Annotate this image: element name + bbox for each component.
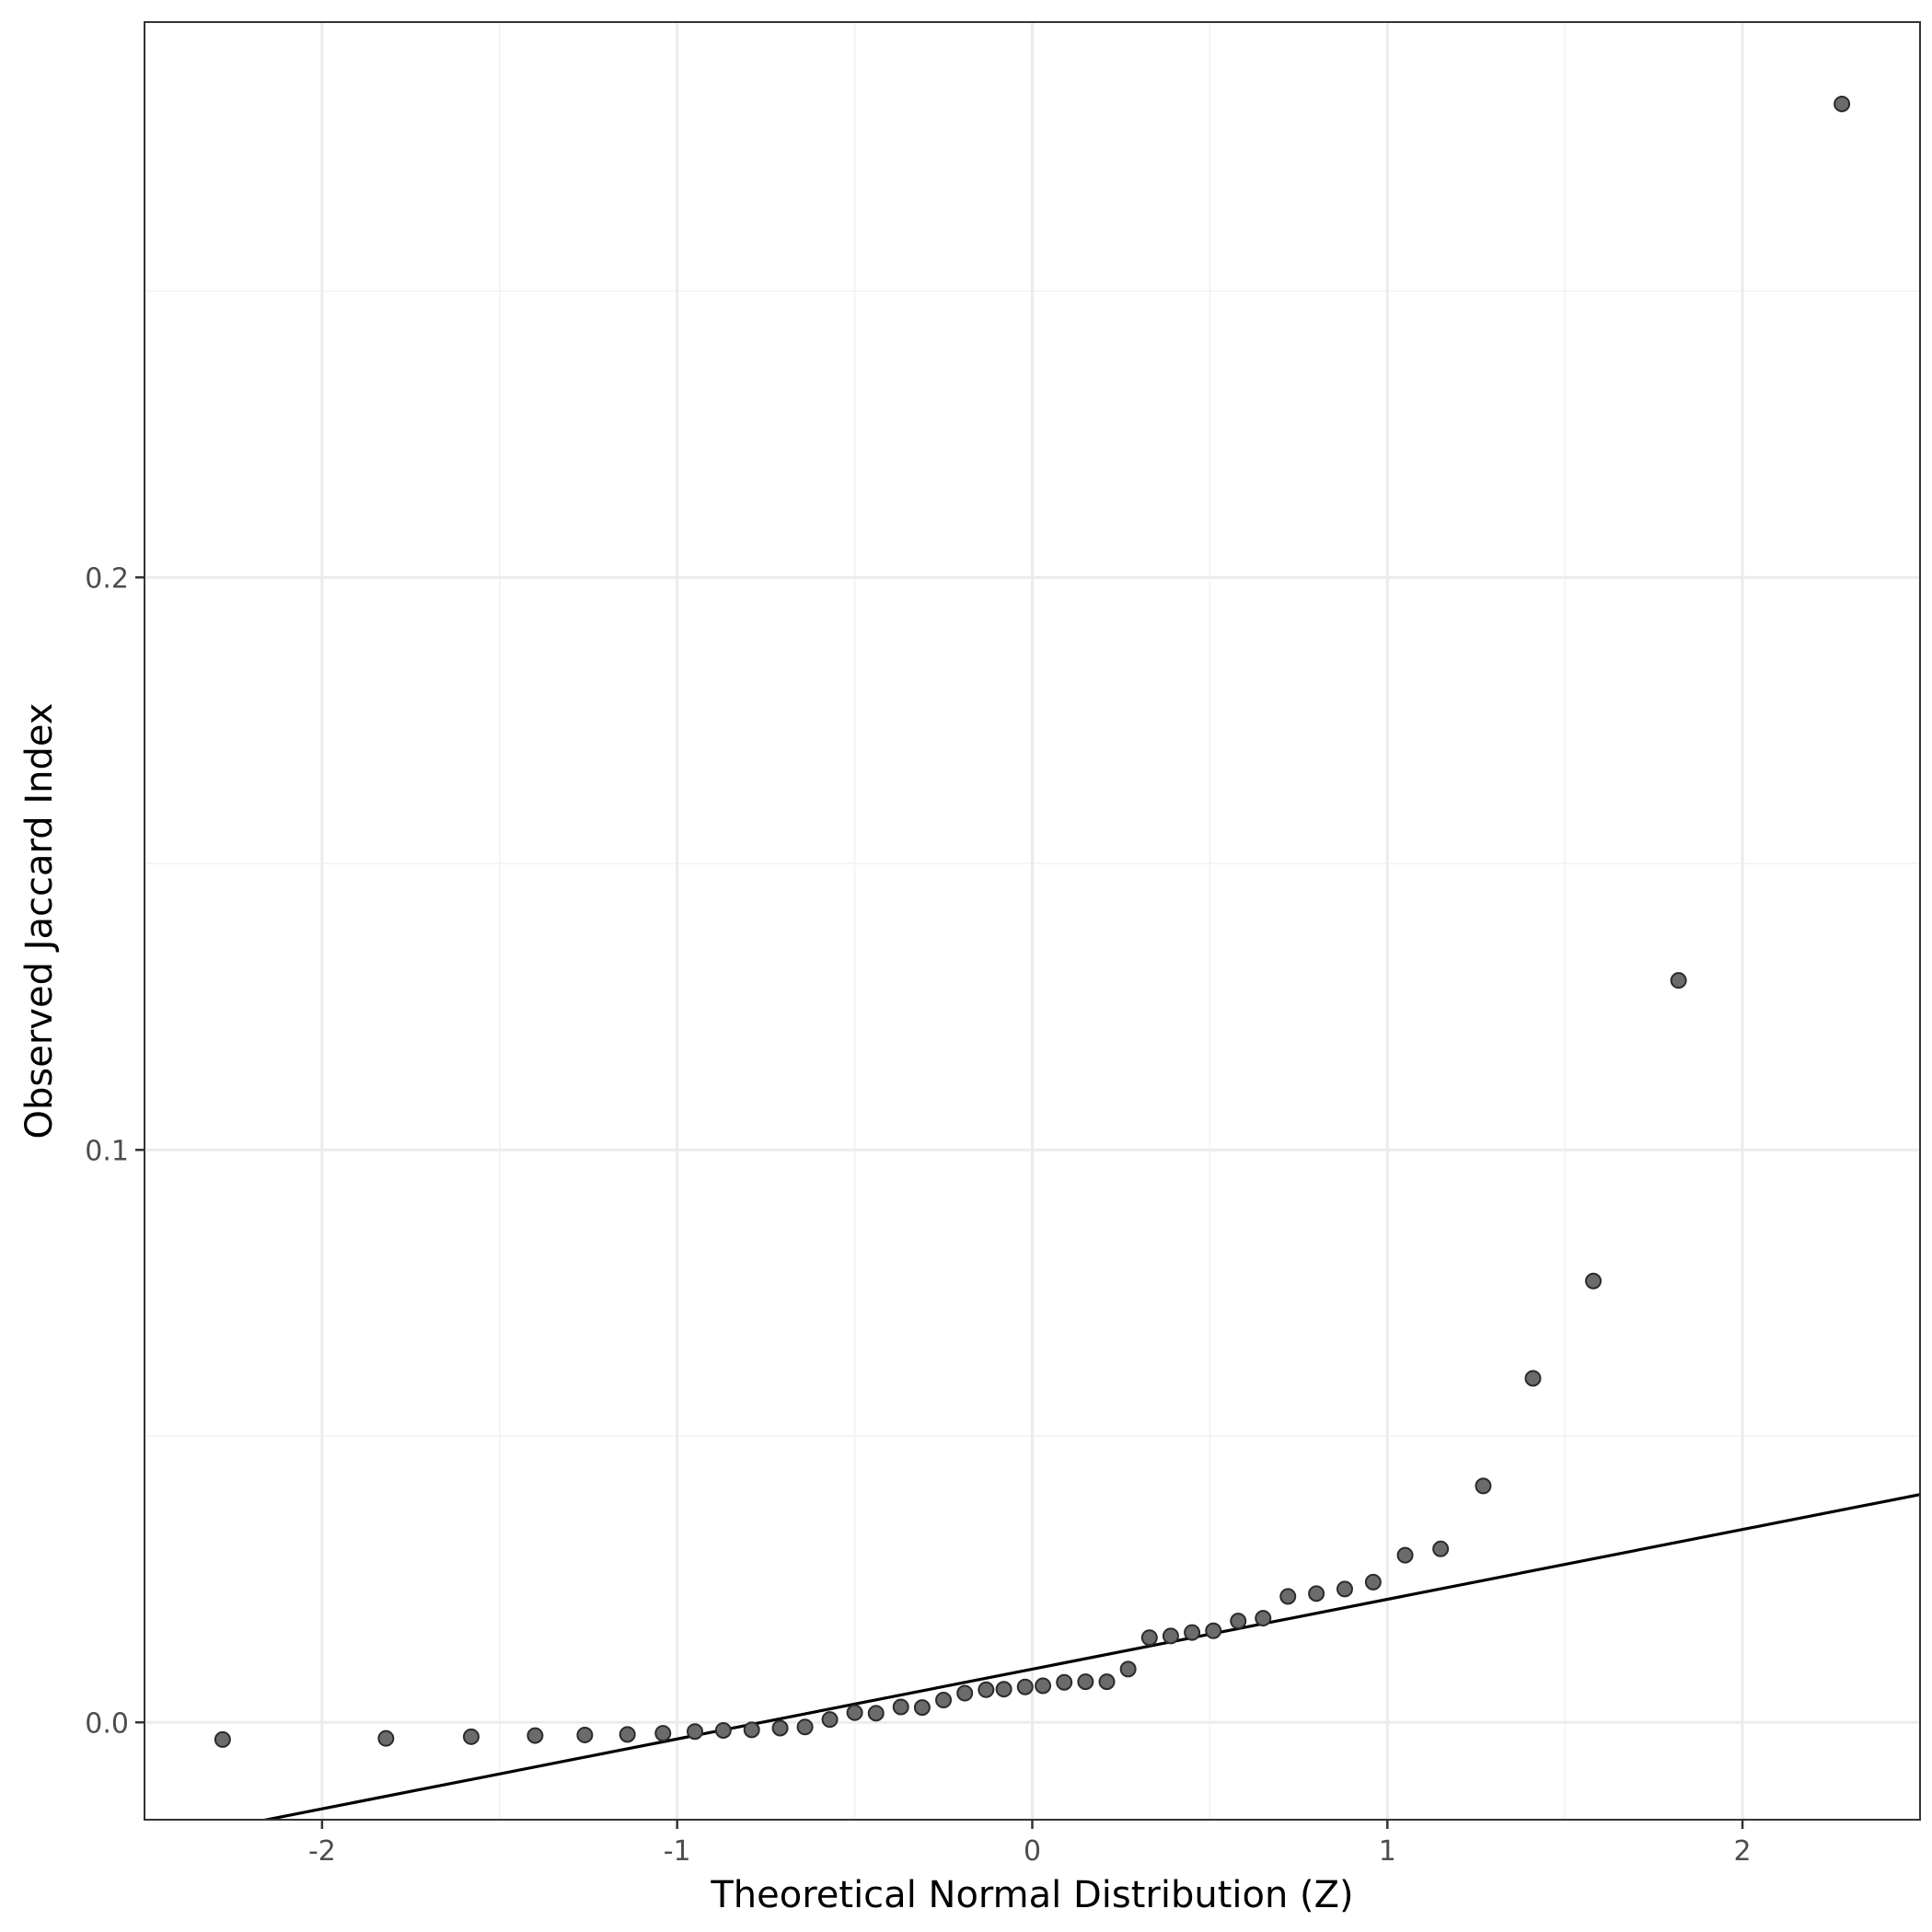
data-point [935,1692,953,1709]
x-axis-title: Theoretical Normal Distribution (Z) [710,1874,1353,1916]
data-point [1255,1610,1272,1627]
data-point [619,1726,636,1743]
data-point [956,1684,974,1702]
data-point [686,1723,703,1741]
data-point [743,1721,760,1739]
data-point [1056,1673,1073,1691]
y-tick-label: 0.0 [85,1707,129,1740]
x-tick-label: -2 [308,1835,336,1868]
data-point [1336,1580,1354,1598]
y-tick-label: 0.1 [85,1135,129,1167]
data-point [1308,1585,1325,1602]
major-gridlines [145,22,1920,1820]
data-point [1834,95,1851,112]
data-point [892,1698,909,1716]
data-point [995,1681,1012,1698]
data-point [1205,1622,1222,1639]
data-point [1670,972,1687,989]
y-axis: 0.0 0.1 0.2 [85,562,145,1740]
data-point [377,1730,395,1747]
data-point [796,1718,814,1736]
data-point [526,1727,544,1744]
data-point [978,1681,995,1698]
x-tick-label: 0 [1024,1835,1041,1868]
reference-line-group [259,1493,1920,1820]
y-tick-label: 0.2 [85,562,129,595]
data-point [1016,1678,1034,1695]
data-point [1475,1477,1492,1495]
data-point [821,1711,839,1729]
data-point [846,1704,863,1721]
data-point [462,1728,480,1745]
x-tick-label: -1 [664,1835,691,1868]
data-point [1279,1588,1297,1605]
data-point [1524,1370,1542,1387]
y-axis-title: Observed Jaccard Index [18,703,61,1140]
data-point [1364,1573,1382,1591]
data-point [1585,1272,1602,1290]
data-point [1077,1673,1094,1691]
data-point [1230,1613,1247,1630]
x-axis: -2 -1 0 1 2 [308,1820,1752,1868]
data-point [1184,1624,1201,1641]
data-point [1162,1627,1179,1645]
data-point [1140,1629,1158,1647]
x-tick-label: 2 [1734,1835,1752,1868]
data-point [214,1730,231,1748]
qq-reference-line [259,1493,1920,1820]
data-point [714,1721,732,1739]
data-point [654,1725,672,1742]
data-point [576,1726,594,1743]
data-point [771,1719,789,1737]
data-point [913,1699,931,1717]
data-point [1098,1673,1116,1691]
data-point [1396,1546,1414,1564]
data-point [867,1705,885,1722]
data-points [214,95,1851,1748]
x-tick-label: 1 [1379,1835,1396,1868]
data-point [1035,1677,1052,1695]
data-point [1432,1540,1450,1557]
data-point [1119,1660,1137,1678]
